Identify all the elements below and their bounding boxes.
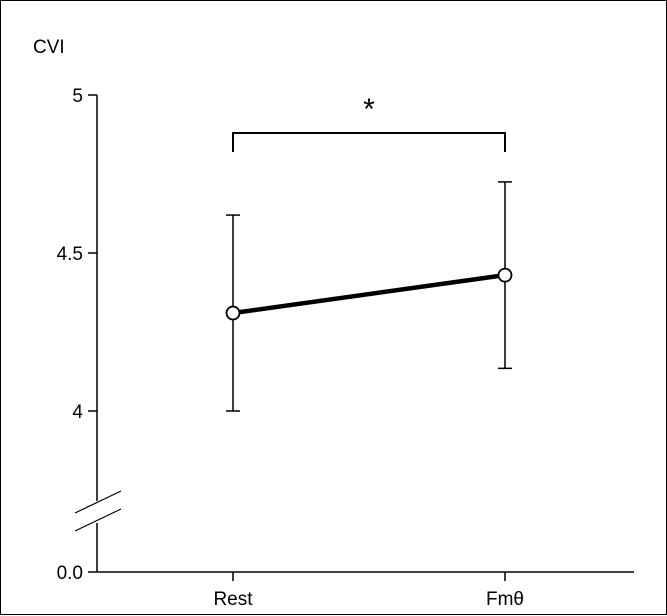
y-tick-label: 4.5 bbox=[57, 244, 83, 265]
y-ticks: 5 4.5 4 0.0 bbox=[57, 86, 97, 584]
data-point bbox=[225, 305, 241, 321]
y-axis-label: CVI bbox=[33, 37, 65, 58]
axis-break-mark bbox=[74, 508, 122, 532]
y-axis bbox=[74, 95, 122, 572]
error-bars bbox=[226, 181, 512, 412]
x-tick-label: Rest bbox=[213, 589, 253, 610]
significance-bracket: * bbox=[232, 93, 506, 152]
x-tick-label: Fmθ bbox=[486, 589, 524, 610]
axis-break-mark bbox=[74, 490, 122, 514]
series-line bbox=[232, 272, 506, 316]
data-points bbox=[225, 267, 513, 321]
x-ticks: Rest Fmθ bbox=[213, 572, 524, 610]
y-tick-label: 5 bbox=[72, 86, 83, 107]
y-tick-label: 0.0 bbox=[57, 563, 83, 584]
y-tick-label: 4 bbox=[72, 402, 83, 423]
data-point bbox=[497, 267, 513, 283]
significance-star: * bbox=[363, 93, 375, 126]
